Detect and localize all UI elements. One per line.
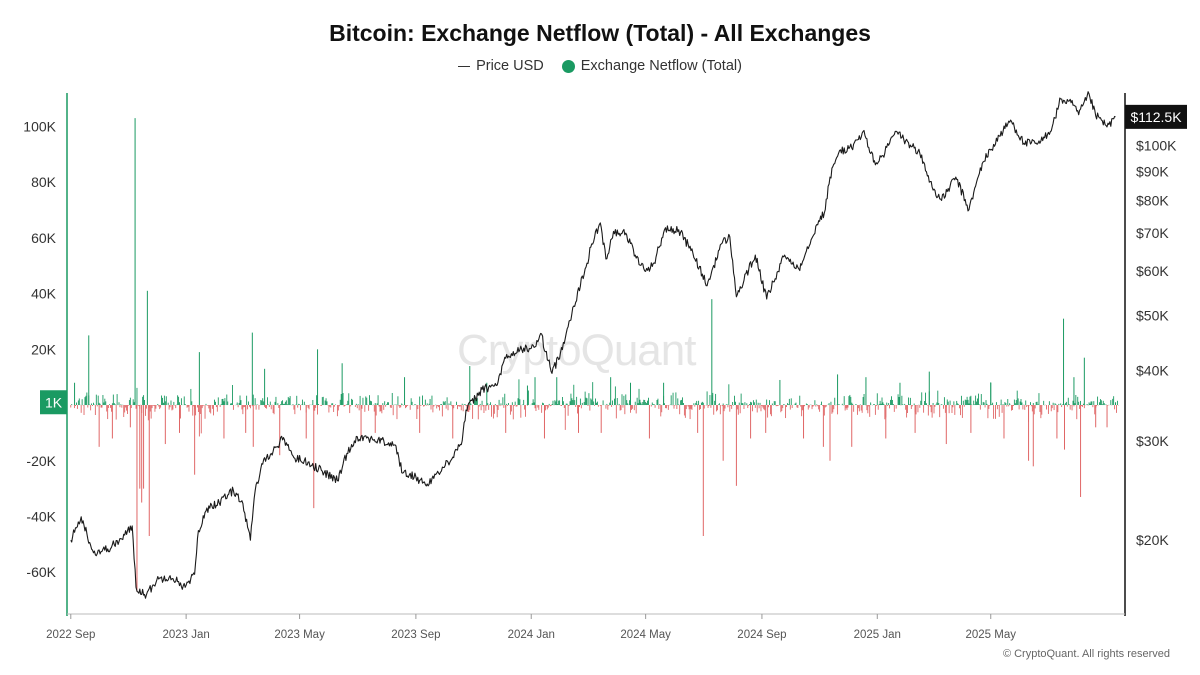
left-tick-label: 20K xyxy=(31,341,57,357)
copyright-notice: © CryptoQuant. All rights reserved xyxy=(1002,648,1170,660)
right-tick-label: $100K xyxy=(1136,138,1177,154)
x-tick-label: 2023 Sep xyxy=(391,629,440,641)
left-tick-label: 80K xyxy=(31,174,57,190)
left-tick-label: 40K xyxy=(31,286,57,302)
left-current-badge xyxy=(40,390,67,415)
legend-item-netflow[interactable]: Exchange Netflow (Total) xyxy=(561,58,742,74)
right-tick-label: $30K xyxy=(1136,433,1169,449)
right-tick-label: $80K xyxy=(1136,192,1169,208)
legend-label-netflow: Exchange Netflow (Total) xyxy=(580,58,742,74)
right-tick-label: $70K xyxy=(1136,225,1169,241)
x-tick-label: 2022 Sep xyxy=(46,629,95,641)
right-tick-label: $60K xyxy=(1136,263,1169,279)
chart-title: Bitcoin: Exchange Netflow (Total) - All … xyxy=(329,20,871,46)
price-line xyxy=(70,91,1116,599)
x-tick-label: 2023 May xyxy=(274,629,325,641)
x-tick-label: 2023 Jan xyxy=(162,629,209,641)
right-tick-label: $40K xyxy=(1136,362,1169,378)
x-tick-label: 2024 May xyxy=(620,629,671,641)
right-tick-label: $20K xyxy=(1136,532,1169,548)
right-tick-label: $50K xyxy=(1136,308,1169,324)
left-current-badge-label: 1K xyxy=(45,394,63,410)
right-current-badge xyxy=(1125,104,1187,129)
x-tick-label: 2025 May xyxy=(965,629,1016,641)
x-tick-label: 2024 Sep xyxy=(737,629,786,641)
left-tick-label: 100K xyxy=(23,118,56,134)
right-current-badge-label: $112.5K xyxy=(1130,109,1182,125)
left-tick-label: 60K xyxy=(31,230,57,246)
right-tick-label: $90K xyxy=(1136,164,1169,180)
left-tick-label: -20K xyxy=(26,453,56,469)
legend-label-price: Price USD xyxy=(476,58,544,74)
x-tick-label: 2025 Jan xyxy=(854,629,901,641)
left-tick-label: -60K xyxy=(26,564,56,580)
watermark: CryptoQuant xyxy=(457,326,696,375)
legend-item-price[interactable]: Price USD xyxy=(458,58,544,74)
legend-dot-icon xyxy=(561,59,575,73)
legend-line-icon xyxy=(458,65,471,67)
left-tick-label: -40K xyxy=(26,508,56,524)
x-tick-label: 2024 Jan xyxy=(508,629,555,641)
legend: Price USD Exchange Netflow (Total) xyxy=(0,58,1200,74)
